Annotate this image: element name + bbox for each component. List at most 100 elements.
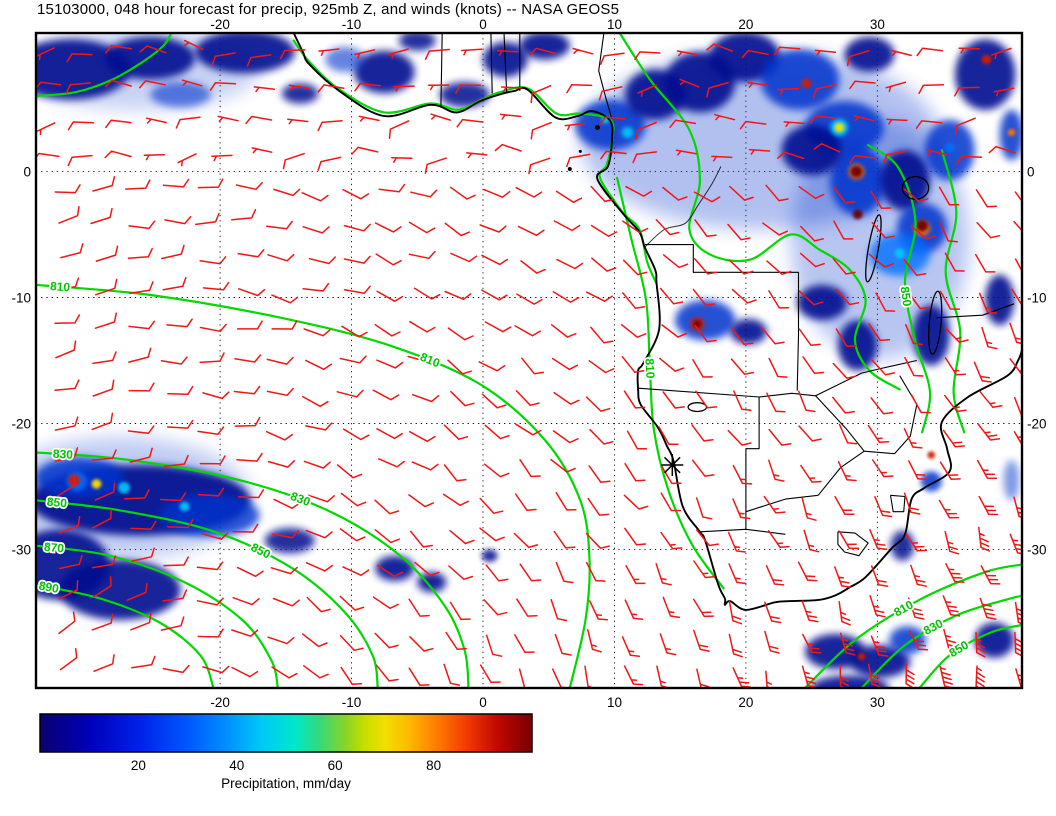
precip-cell [105,36,196,80]
precip-cell [927,451,936,459]
geography-layer [292,33,1022,611]
x-tick-label-top: 10 [607,17,622,32]
precip-cell [912,305,950,366]
precip-cell [838,320,878,371]
colorbar-label: Precipitation, mm/day [221,776,351,791]
precip-cell [325,46,365,73]
precip-cell [417,572,447,593]
country-border [699,528,786,535]
country-border [815,359,917,397]
y-tick-label-left: 0 [23,165,31,180]
height-contour-810 [616,176,725,590]
lake [928,290,943,355]
precip-cell [59,559,181,620]
contour-label: 810 [891,597,916,619]
x-tick-label-bottom: 20 [738,695,753,710]
contour-label-group: 870 [42,538,67,557]
precip-cell [781,124,842,176]
country-border [490,33,493,94]
x-tick-label-bottom: 0 [479,695,487,710]
precip-cell [1007,128,1016,137]
country-border [745,494,819,513]
precip-cell [1003,460,1020,501]
river [644,166,722,248]
precip-cell [974,622,1015,658]
precip-cell [852,209,863,220]
precip-cell [985,274,1015,326]
x-tick-label-top: -20 [210,17,230,32]
precip-cell [834,122,845,133]
coastline [292,33,1022,611]
country-border [864,450,895,455]
y-tick-label-right: -20 [1027,417,1047,432]
precipitation-layer [36,33,1022,688]
contour-label: 810 [642,358,657,379]
precip-cell [693,320,702,328]
x-tick-label-top: -10 [342,17,362,32]
colorbar-tick-label: 60 [328,758,343,773]
y-tick-label-right: 0 [1027,165,1035,180]
x-tick-label-bottom: -20 [210,695,230,710]
colorbar-border [39,713,533,753]
island [578,149,582,153]
contour-label: 810 [50,279,71,294]
contour-label-group: 810 [416,348,444,372]
height-contour-870 [36,544,279,688]
x-tick-label-bottom: 30 [870,695,885,710]
contour-label: 850 [898,285,915,307]
x-tick-label-top: 30 [870,17,885,32]
precip-cell [675,300,736,341]
y-tick-label-left: -20 [11,417,31,432]
precip-cell [801,78,812,89]
precip-cell [944,142,955,153]
precip-cell [916,220,928,232]
colorbar-gradient [40,714,532,752]
precip-cell [709,33,781,83]
contour-label-group: 810 [641,356,660,381]
contour-label-group: 850 [896,284,916,310]
x-tick-label-top: 0 [479,17,487,32]
height-contour [36,33,173,98]
country-border [644,244,799,273]
contour-label: 850 [46,495,68,511]
precip-cell [481,549,498,562]
country-border [889,494,906,513]
colorbar: Precipitation, mm/day 20 40 60 80 [39,713,533,791]
height-contour-850 [867,144,932,434]
contour-label-group: 810 [48,277,73,296]
precip-cell [375,555,415,581]
precip-cell [981,54,992,65]
precip-cell [398,33,436,51]
lake [865,214,882,283]
precip-cell [830,145,886,216]
contour-label: 830 [289,489,313,509]
height-contour-830 [36,451,470,688]
station-marker [661,454,684,476]
country-border [837,531,869,557]
country-border [638,387,816,398]
precip-cell [179,501,190,512]
country-border [503,33,508,94]
wind-barbs [36,39,1022,688]
wind-barb-layer [36,39,1022,688]
contour-label: 890 [38,578,61,596]
map-frame [34,31,1024,690]
contour-label: 870 [43,540,65,556]
precip-cell [955,39,1016,110]
precip-cell [621,126,634,139]
x-tick-label-bottom: 10 [607,695,622,710]
precip-cell [850,165,863,178]
contour-label: 830 [921,616,946,638]
contour-label-group: 810 [890,596,918,622]
y-tick-label-left: -30 [11,542,31,557]
precip-cell [857,652,866,661]
precip-cell [195,33,295,74]
precip-cell [844,36,895,72]
country-border [440,33,443,108]
height-contour-810 [804,563,1022,688]
height-contour [618,33,901,391]
precip-cell [118,482,130,494]
x-tick-label-bottom: -10 [342,695,362,710]
